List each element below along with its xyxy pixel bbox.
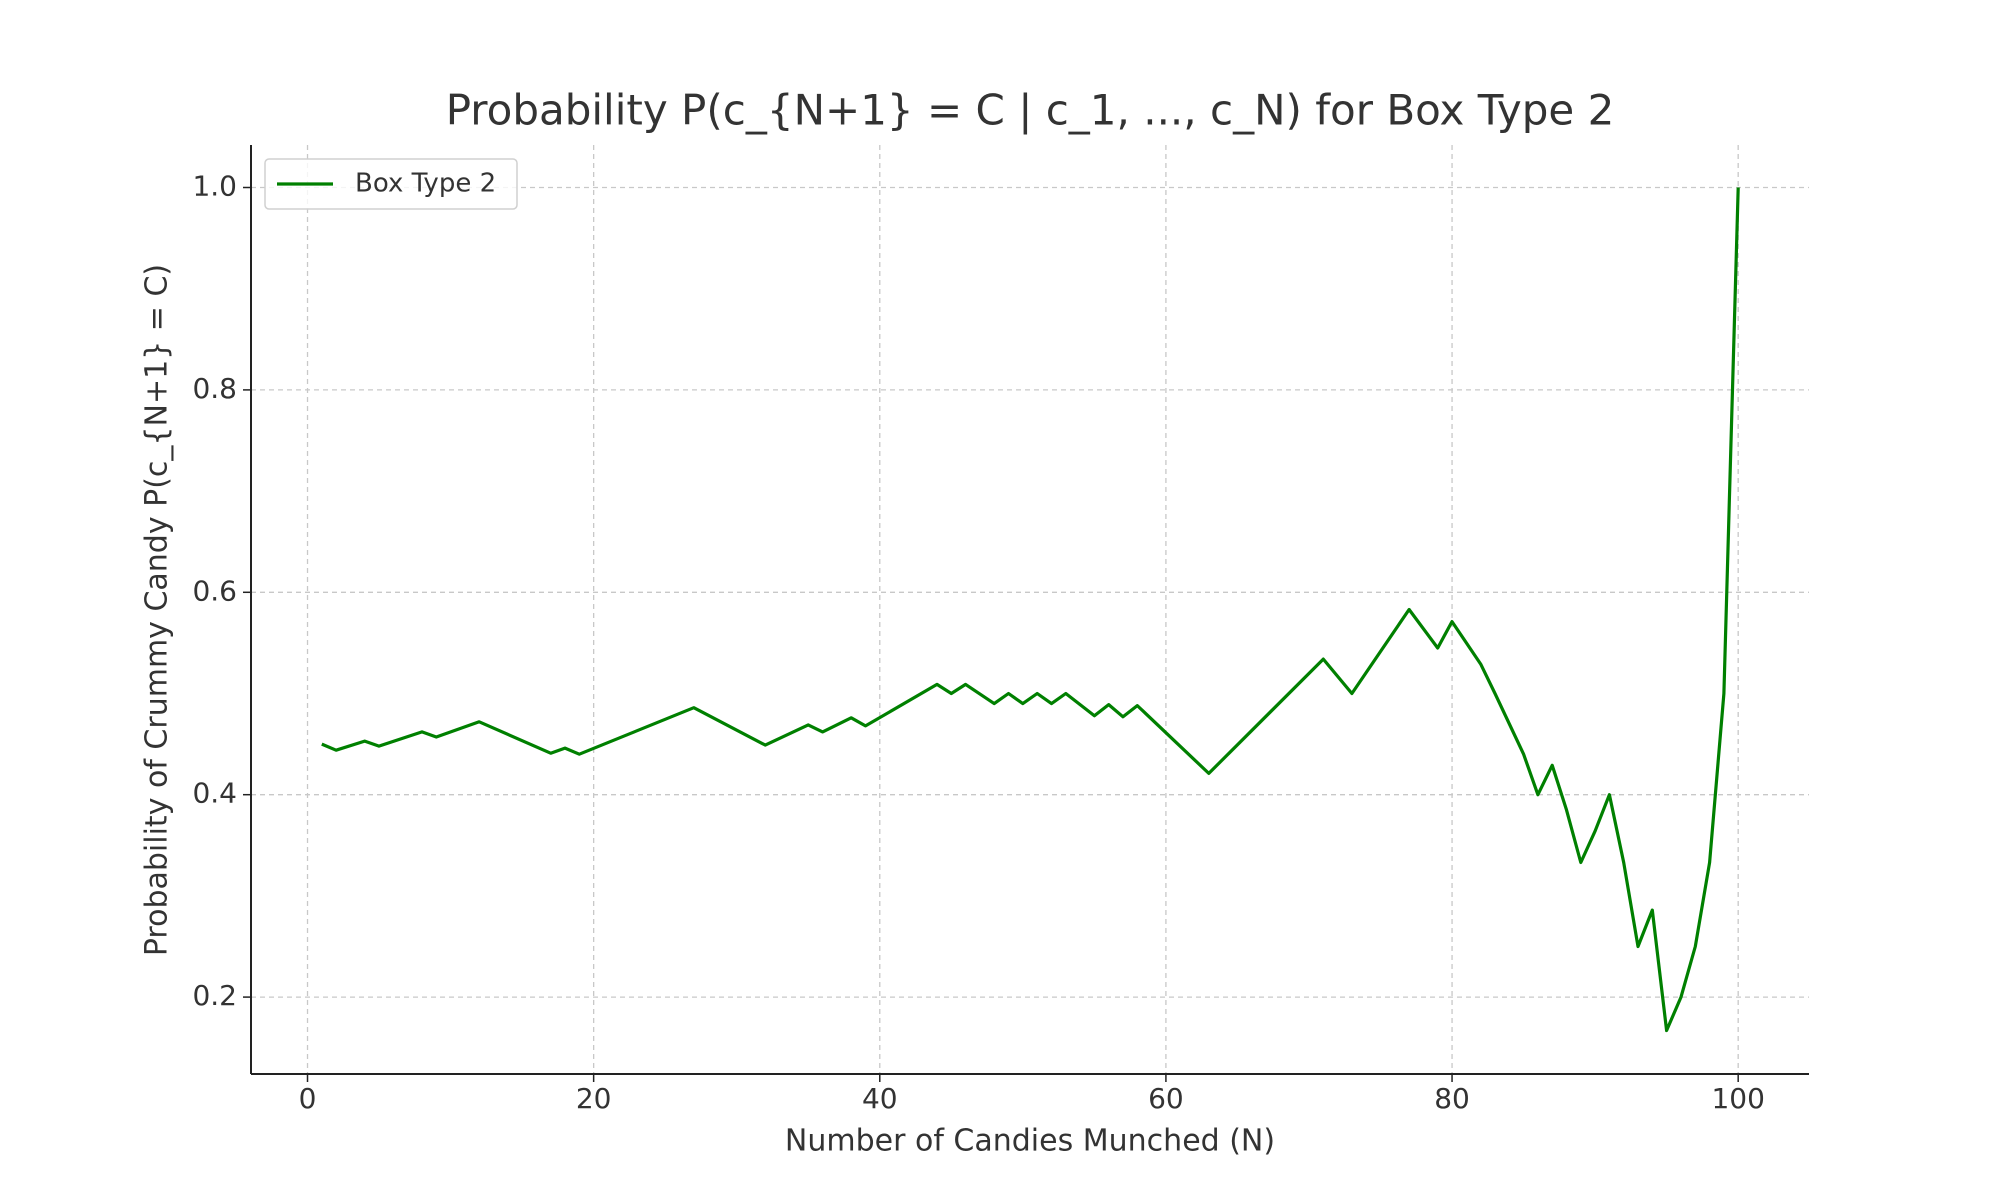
x-tick-label: 20 (576, 1082, 612, 1115)
x-tick-label: 60 (1148, 1082, 1184, 1115)
y-tick-label: 0.8 (192, 372, 237, 405)
legend-box (264, 158, 518, 210)
line-series (321, 187, 1740, 1033)
x-tick-label: 80 (1434, 1082, 1470, 1115)
legend-label: Box Type 2 (355, 169, 496, 199)
y-axis-label: Probability of Crummy Candy P(c_{N+1} = … (140, 264, 175, 956)
y-tick-label: 1.0 (192, 170, 237, 203)
x-axis-label: Number of Candies Munched (N) (785, 1124, 1275, 1159)
y-tick-label: 0.2 (192, 979, 237, 1012)
x-tick-label: 40 (862, 1082, 898, 1115)
x-tick-label: 100 (1711, 1082, 1764, 1115)
chart-title: Probability P(c_{N+1} = C | c_1, ..., c_… (446, 86, 1615, 135)
y-tick-label: 0.4 (192, 777, 237, 810)
x-tick-label: 0 (299, 1082, 317, 1115)
y-tick-label: 0.6 (192, 574, 237, 607)
